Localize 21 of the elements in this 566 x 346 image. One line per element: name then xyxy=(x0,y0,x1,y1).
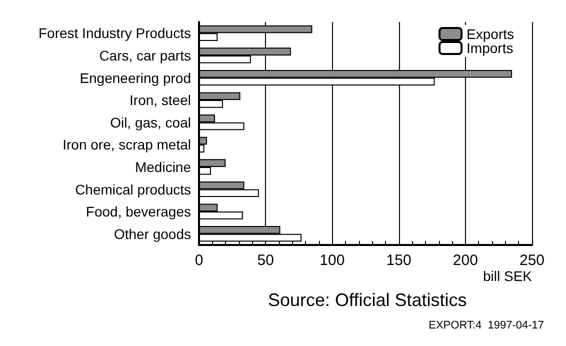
y-tick-label: Medicine xyxy=(134,158,192,175)
source-note: Source: Official Statistics xyxy=(268,290,467,310)
legend-label: Exports xyxy=(466,26,514,42)
text: EXPORT:4 1997-04-17 xyxy=(428,320,544,332)
y-tick-label: Oil, gas, coal xyxy=(110,114,191,130)
y-tick-label: Engeneering prod xyxy=(80,70,191,86)
y-tick-label: Other goods xyxy=(114,226,191,242)
y-tick-label: Iron ore, scrap metal xyxy=(62,136,191,153)
x-tick-label: 150 xyxy=(386,252,412,269)
y-tick-label: Food, beverages xyxy=(86,204,191,220)
x-tick-label: 250 xyxy=(519,252,545,269)
x-tick-label: 100 xyxy=(320,252,345,269)
x-tick-label: 0 xyxy=(194,252,204,269)
x-tick-label: 50 xyxy=(257,252,274,269)
y-tick-label: Chemical products xyxy=(75,181,191,198)
x-axis-title: bill SEK xyxy=(482,268,533,284)
legend-label: Imports xyxy=(466,40,514,56)
y-tick-label: Forest Industry Products xyxy=(38,25,191,42)
y-tick-label: Iron, steel xyxy=(130,92,191,108)
x-tick-label: 200 xyxy=(452,252,478,269)
y-tick-label: Cars, car parts xyxy=(99,47,191,64)
